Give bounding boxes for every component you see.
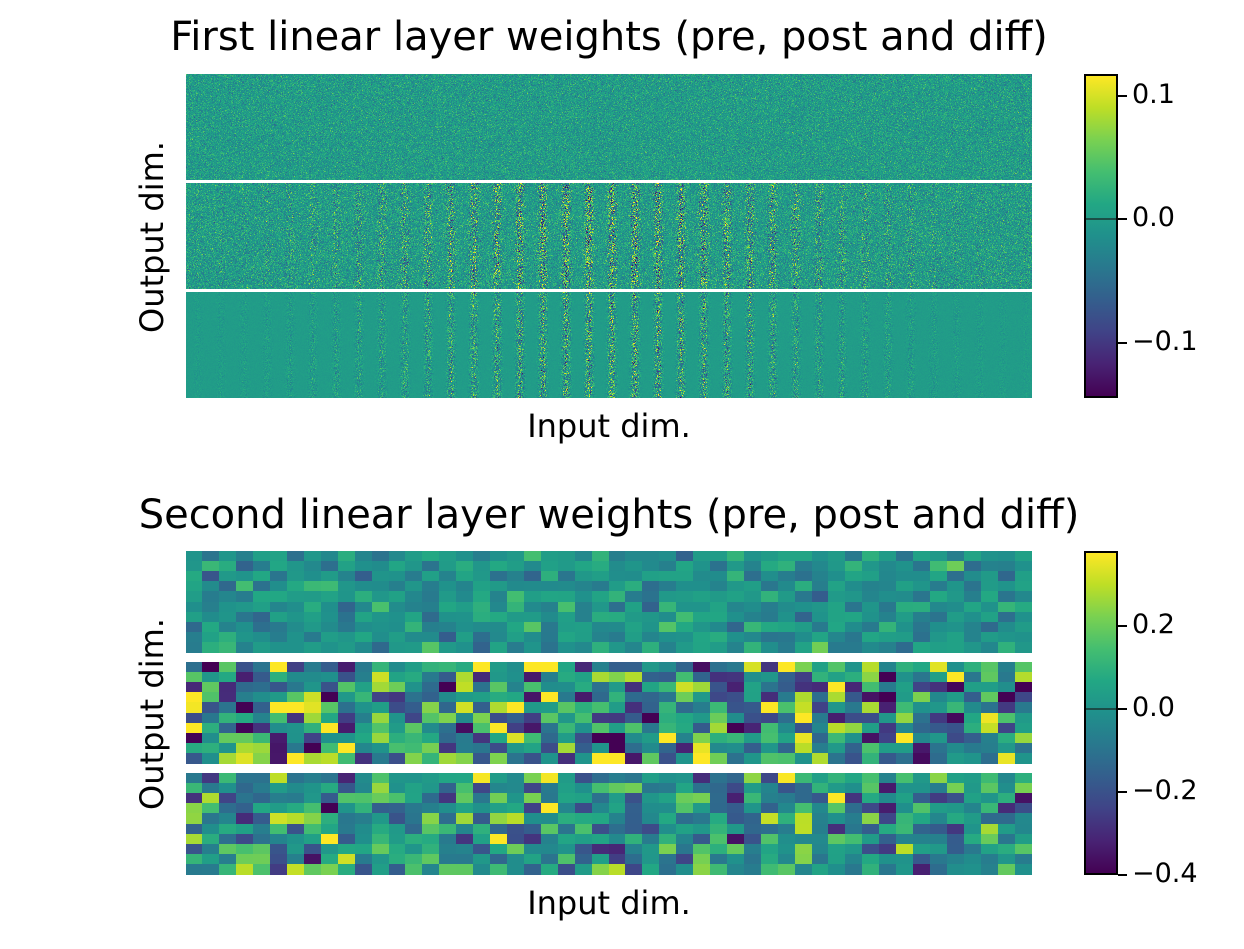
chart1-colorbar [1084,74,1118,398]
chart1-ylabel: Output dim. [133,141,171,333]
chart1-title: First linear layer weights (pre, post an… [170,14,1048,60]
colorbar-tick-label: −0.4 [1132,858,1198,889]
colorbar-tick [1118,95,1127,98]
colorbar-tick-label: 0.0 [1132,691,1175,723]
chart2-heatmap [186,551,1032,875]
colorbar-tick-label: −0.1 [1132,325,1198,357]
chart2-title: Second linear layer weights (pre, post a… [138,492,1080,538]
colorbar-tick-label: −0.2 [1132,774,1198,806]
chart2-ylabel: Output dim. [133,618,171,810]
colorbar-tick [1118,874,1127,876]
colorbar-tick [1118,624,1127,627]
chart1-heatmap [186,74,1032,398]
chart2-xlabel: Input dim. [527,884,691,922]
colorbar-tick-label: 0.0 [1132,202,1175,234]
colorbar-tick-label: 0.1 [1132,79,1175,111]
chart1-xlabel: Input dim. [527,407,691,445]
colorbar-zero-line [1086,218,1116,221]
colorbar-tick [1118,790,1127,793]
colorbar-tick [1118,707,1127,710]
colorbar-zero-line [1086,707,1116,710]
chart2-colorbar [1084,551,1118,875]
colorbar-tick-label: 0.2 [1132,608,1175,640]
colorbar-tick [1118,341,1127,344]
colorbar-tick [1118,218,1127,221]
